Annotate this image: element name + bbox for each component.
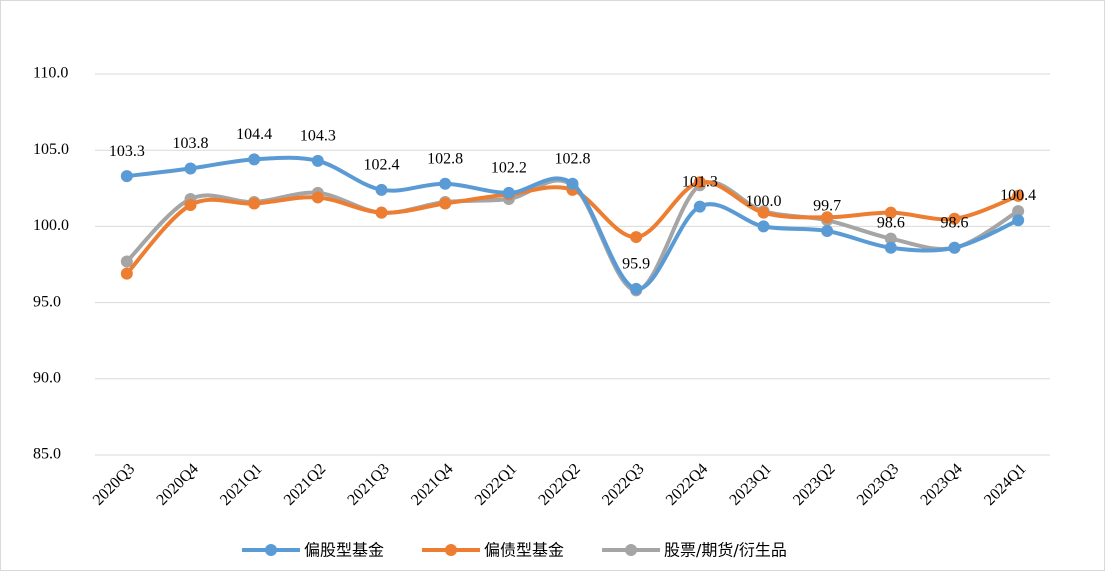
point — [439, 197, 452, 210]
data-label: 102.4 — [364, 156, 400, 173]
legend-marker — [265, 544, 277, 556]
y-tick-label: 85.0 — [33, 446, 61, 463]
data-label: 100.4 — [1000, 187, 1036, 204]
point — [884, 232, 897, 245]
point — [120, 170, 133, 183]
data-label: 102.8 — [427, 150, 463, 167]
point — [439, 177, 452, 190]
point — [120, 267, 133, 280]
point — [693, 200, 706, 213]
point — [1012, 189, 1025, 202]
point — [757, 220, 770, 233]
y-tick-label: 110.0 — [33, 65, 68, 82]
y-tick-label: 105.0 — [33, 141, 69, 158]
data-label: 102.2 — [491, 160, 527, 177]
point — [120, 255, 133, 268]
legend-marker — [445, 544, 458, 556]
data-label: 98.6 — [941, 214, 969, 231]
point — [184, 162, 197, 175]
data-label: 103.3 — [109, 143, 145, 160]
data-label: 104.3 — [300, 128, 336, 145]
point — [948, 241, 961, 254]
data-label: 100.0 — [746, 193, 782, 210]
point — [884, 241, 897, 254]
point — [502, 186, 515, 199]
point — [1012, 205, 1025, 218]
y-tick-label: 95.0 — [33, 293, 61, 310]
data-label: 95.9 — [622, 256, 650, 273]
point — [375, 206, 388, 219]
data-label: 104.4 — [236, 126, 272, 143]
point — [248, 153, 261, 166]
point — [566, 177, 579, 190]
series-line — [126, 155, 1019, 291]
legend-label: 偏股型基金 — [304, 541, 384, 560]
data-label: 99.7 — [813, 198, 841, 215]
point — [630, 231, 643, 244]
point — [630, 282, 643, 295]
data-label: 102.8 — [555, 150, 591, 167]
legend-marker — [625, 544, 638, 556]
data-label: 103.8 — [173, 135, 209, 152]
point — [884, 206, 897, 219]
legend-label: 股票/期货/衍生品 — [664, 541, 787, 560]
legend-label: 偏债型基金 — [484, 541, 564, 560]
point — [375, 183, 388, 196]
data-label: 101.3 — [682, 173, 718, 190]
point — [693, 176, 706, 189]
y-tick-label: 90.0 — [33, 369, 61, 386]
data-label: 98.6 — [877, 214, 905, 231]
point — [311, 154, 324, 167]
point — [1012, 214, 1025, 227]
point — [821, 211, 834, 224]
point — [757, 206, 770, 219]
point — [948, 212, 961, 225]
point — [821, 224, 834, 237]
y-tick-label: 100.0 — [33, 217, 69, 234]
point — [311, 191, 324, 204]
point — [248, 197, 261, 210]
point — [184, 199, 197, 212]
